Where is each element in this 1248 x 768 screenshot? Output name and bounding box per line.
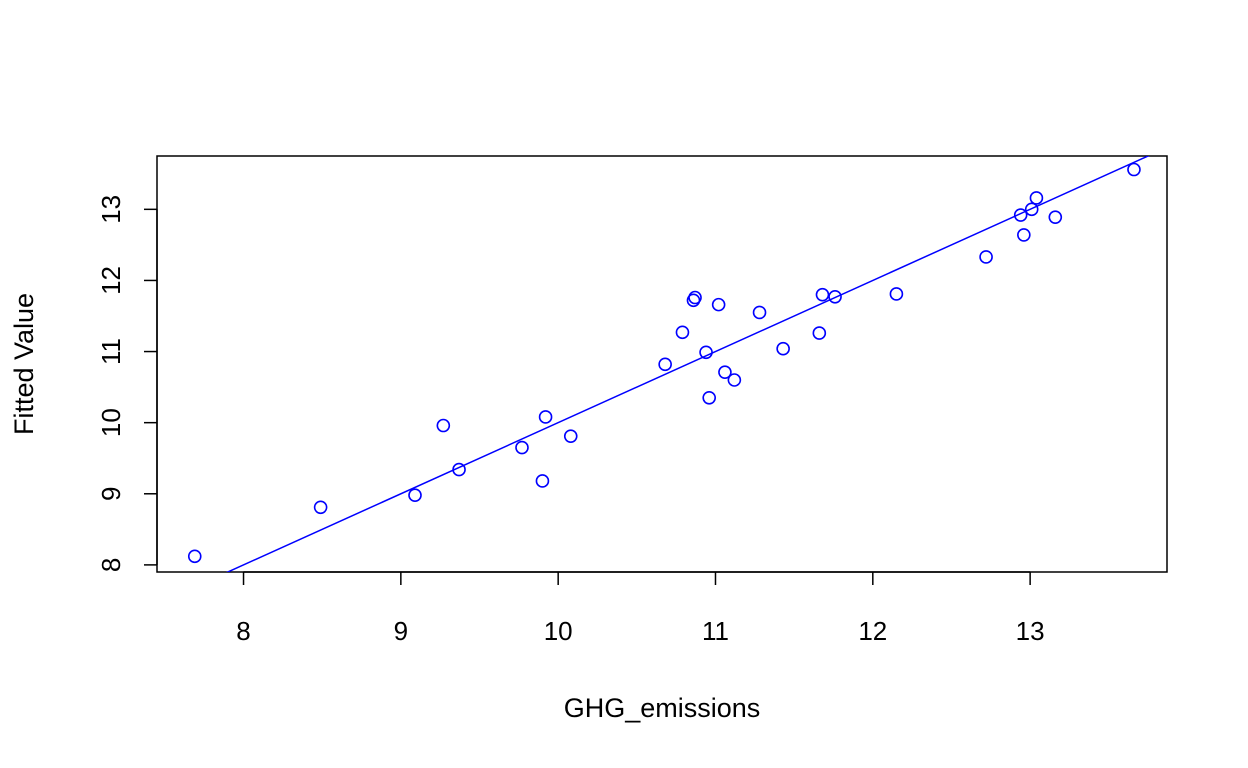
data-point [563, 429, 578, 443]
x-axis-label: GHG_emissions [564, 693, 761, 723]
data-point [1048, 210, 1063, 224]
data-point [699, 345, 713, 360]
data-point [187, 549, 202, 564]
data-point [828, 289, 842, 304]
x-tick-label: 12 [858, 616, 887, 646]
y-tick-label: 10 [96, 408, 126, 437]
data-point [979, 250, 993, 264]
data-point [812, 326, 827, 340]
x-tick-label: 8 [236, 616, 250, 646]
y-tick-label: 11 [96, 338, 126, 365]
data-point [538, 410, 553, 424]
data-point [815, 287, 830, 302]
y-tick-label: 8 [96, 558, 126, 572]
y-axis-label: Fitted Value [9, 293, 39, 435]
data-point [452, 462, 466, 477]
data-point [1017, 228, 1031, 242]
fit-line [225, 156, 1150, 572]
data-point [658, 357, 672, 372]
data-point [889, 287, 904, 301]
data-point [776, 341, 790, 356]
y-tick-label: 13 [96, 195, 126, 224]
x-tick-label: 13 [1016, 616, 1045, 646]
data-point [718, 365, 732, 379]
x-tick-label: 9 [394, 616, 408, 646]
data-point [1013, 208, 1028, 222]
data-point [408, 488, 422, 503]
data-point [711, 297, 726, 312]
data-point [752, 305, 767, 320]
data-point [702, 390, 716, 405]
data-point [1024, 202, 1039, 217]
x-tick-label: 10 [544, 616, 573, 646]
data-point [1127, 162, 1141, 177]
data-point [515, 440, 529, 455]
data-point [313, 500, 328, 515]
data-point [436, 418, 451, 433]
data-point [727, 373, 742, 387]
y-tick-label: 12 [96, 266, 126, 295]
data-point [535, 474, 550, 488]
x-tick-label: 11 [702, 616, 729, 646]
data-point [675, 325, 690, 340]
data-point [1029, 191, 1044, 205]
y-tick-label: 9 [96, 487, 126, 501]
data-point [688, 290, 702, 305]
